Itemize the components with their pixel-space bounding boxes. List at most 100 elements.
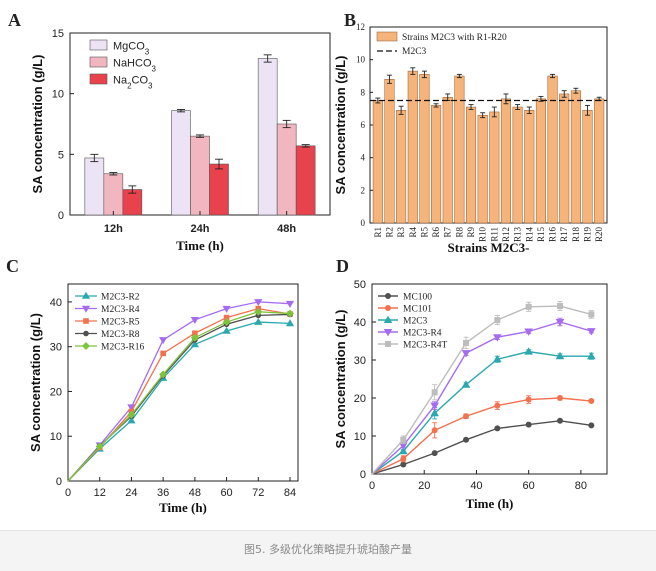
- panel-c-legend-label: M2C3-R5: [101, 318, 140, 328]
- panel-d-point: [494, 317, 501, 324]
- panel-b-xtick-label: R11: [489, 227, 499, 242]
- panel-d-xtick-label: 20: [418, 480, 430, 492]
- panel-d-point: [524, 328, 533, 336]
- panel-a-bar: [103, 173, 124, 216]
- panel-b-bar: [500, 98, 512, 224]
- panel-d-series-line: [371, 321, 592, 475]
- panel-a-legend-swatch: [89, 39, 108, 51]
- panel-c-xtick-label: 72: [252, 487, 264, 499]
- panel-d-point: [525, 303, 532, 310]
- panel-d-xtick-label: 80: [575, 480, 587, 492]
- panel-d-point: [494, 402, 501, 409]
- panel-c-xtick-label: 0: [65, 487, 71, 499]
- panel-c-point: [160, 350, 166, 357]
- panel-d-legend-marker: [384, 340, 391, 347]
- panel-a-ytick-label: 0: [58, 210, 64, 222]
- panel-b-bar: [454, 75, 465, 224]
- panel-b-xtick-label: R16: [548, 227, 558, 243]
- panel-d-legend-marker: [384, 292, 391, 299]
- panel-b-xtick-label: R18: [571, 227, 581, 243]
- panel-a-xtick-label: 48h: [277, 223, 296, 235]
- panel-c-xtick-label: 48: [189, 487, 201, 499]
- panel-d-point: [557, 417, 564, 424]
- panel-a-bar: [257, 58, 278, 216]
- panel-d-point: [462, 339, 469, 346]
- panel-c-point: [254, 307, 263, 316]
- figure-caption: 图5. 多级优化策略提升琥珀酸产量: [244, 543, 412, 556]
- panel-c-point: [222, 318, 231, 327]
- panel-b-ytick-label: 0: [361, 218, 366, 228]
- panel-d-legend-marker: [383, 328, 393, 337]
- panel-d-point: [400, 461, 407, 468]
- panel-c-legend-marker: [81, 305, 91, 313]
- panel-b-bar: [396, 110, 407, 224]
- panel-b-xtick-label: R19: [583, 227, 593, 243]
- panel-c-point: [95, 442, 104, 451]
- panel-c-legend-label: M2C3-R16: [101, 343, 145, 353]
- panel-c-letter: C: [6, 256, 19, 276]
- panel-a-xtick-label: 24h: [191, 223, 210, 235]
- panel-b-bar: [512, 106, 523, 224]
- panel-b-bar: [570, 90, 581, 224]
- figure-svg: A 0 5 10 15 12h 24h 48h Time (h) SA concentration…: [6, 10, 608, 515]
- panel-b-xtick-label: R6: [431, 227, 441, 238]
- panel-c-frame: [67, 283, 299, 482]
- panel-d-series-line: [371, 350, 592, 475]
- panel-a-ytick-label: 5: [58, 149, 64, 161]
- panel-c-series-line: [67, 321, 291, 482]
- panel-d-point: [399, 446, 408, 455]
- panel-d-point: [431, 389, 438, 396]
- panel-d-ytick-label: 50: [354, 279, 366, 291]
- panel-d-legend-marker: [383, 315, 393, 324]
- panel-c-point: [190, 333, 199, 342]
- panel-c-point: [254, 317, 263, 325]
- panel-c-point: [190, 340, 199, 348]
- panel-c-ytick-label: 10: [50, 431, 62, 443]
- panel-d-ytick-label: 0: [360, 469, 366, 481]
- panel-a-bar: [190, 135, 210, 216]
- panel-c-ylabel: SA concentration (g/L): [28, 313, 43, 452]
- panel-c-xtick-label: 24: [125, 487, 137, 499]
- panel-b-bar: [547, 75, 558, 224]
- panel-c-point: [159, 370, 168, 379]
- panel-b-ytick-label: 2: [361, 185, 366, 195]
- panel-d-legend-label: MC100: [403, 293, 432, 303]
- panel-c-series-line: [67, 311, 291, 482]
- panel-d-ylabel: SA concentration (g/L): [333, 310, 348, 449]
- panel-c-point: [286, 309, 294, 318]
- panel-a-legend-label: NaHCO3: [113, 58, 157, 74]
- panel-a-xtick-label: 12h: [104, 223, 123, 235]
- panel-d-point: [400, 436, 407, 443]
- panel-b-xtick-label: R20: [594, 227, 604, 243]
- panel-d-frame: [371, 283, 608, 475]
- panel-c-legend-label: M2C3-R8: [101, 330, 140, 340]
- panel-b-xtick-label: R17: [559, 227, 569, 243]
- panel-d-xlabel: Time (h): [466, 496, 514, 511]
- panel-a-legend-swatch: [89, 56, 108, 68]
- panel-a-bar: [171, 110, 191, 216]
- panel-d-ytick-label: 40: [354, 317, 366, 329]
- panel-d-point: [557, 303, 564, 310]
- panel-b-bar: [535, 98, 546, 224]
- panel-c-point: [285, 300, 295, 308]
- panel-a-bar: [295, 145, 316, 216]
- panel-d-point: [588, 422, 595, 429]
- panel-c-xtick-label: 60: [220, 487, 232, 499]
- panel-b-xtick-label: R7: [443, 227, 453, 238]
- panel-b-xtick-label: R12: [501, 227, 511, 242]
- panel-c-legend-label: M2C3-R2: [101, 293, 140, 303]
- panel-b-xtick-label: R8: [454, 227, 464, 238]
- panel-b-legend-swatch: [376, 31, 398, 42]
- panel-b-bar: [524, 110, 535, 224]
- panel-d-point: [462, 436, 469, 443]
- panel-d-point: [430, 402, 439, 410]
- panel-b-legend-label: Strains M2C3 with R1-R20: [402, 33, 507, 43]
- panel-c-xtick-label: 12: [94, 487, 106, 499]
- figure: A 0 5 10 15 12h 24h 48h Time (h) SA concentration…: [6, 10, 608, 515]
- panel-d-point: [493, 354, 502, 363]
- panel-b-xtick-label: R2: [384, 227, 394, 238]
- panel-b-xtick-label: R15: [536, 227, 546, 243]
- panel-d-legend-label: M2C3: [403, 317, 428, 327]
- panel-d-ytick-label: 10: [354, 431, 366, 443]
- panel-b-bar: [559, 93, 570, 224]
